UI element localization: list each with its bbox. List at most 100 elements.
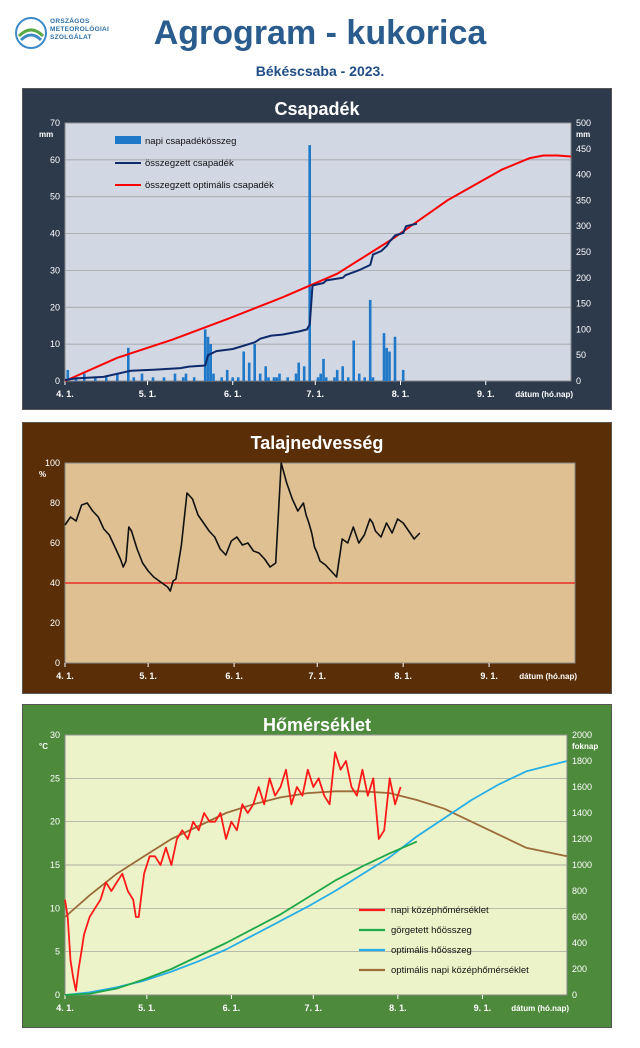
y2-tick-label: 1600 [572, 782, 592, 792]
y2-tick-label: 400 [572, 938, 587, 948]
y2-tick-label: 1800 [572, 756, 592, 766]
y2-tick-label: 1200 [572, 834, 592, 844]
y-tick-label: 20 [50, 302, 60, 312]
temperature-chart: Hőmérséklet 4. 1. 5. 1. 6. 1. 7. 1. 8. 1. 9. 1… [23, 705, 611, 1027]
x-tick-label: 8. 1. [392, 389, 410, 399]
precip-bar [140, 373, 144, 381]
y-tick-label: 20 [50, 618, 60, 628]
y-axis-unit: % [39, 470, 46, 479]
x-tick-label: 6. 1. [224, 389, 242, 399]
y-tick-label: 80 [50, 498, 60, 508]
chart-title: Csapadék [274, 99, 360, 119]
logo-line-1: ORSZÁGOS [50, 18, 90, 25]
precip-bar [335, 369, 339, 381]
soil-moisture-line [64, 462, 421, 592]
x-tick-label: 7. 1. [308, 671, 326, 681]
precip-bar [94, 377, 97, 381]
x-tick-label: 8. 1. [394, 671, 412, 681]
precip-bar [275, 377, 278, 381]
y2-tick-label: 600 [572, 912, 587, 922]
y-tick-label: 40 [50, 229, 60, 239]
x-tick-label: 9. 1. [480, 671, 498, 681]
precip-bar [242, 351, 245, 381]
precip-bar [264, 366, 267, 381]
x-tick-label: 7. 1. [305, 1003, 323, 1013]
chart-title: Talajnedvesség [251, 433, 384, 453]
x-tick-label: 5. 1. [139, 389, 157, 399]
y2-tick-label: 0 [576, 376, 581, 386]
y2-tick-label: 300 [576, 221, 591, 231]
x-tick-label: 4. 1. [56, 389, 74, 399]
precip-bar [66, 369, 70, 381]
precip-bar [173, 373, 177, 381]
y2-tick-label: 800 [572, 886, 587, 896]
plot-area [64, 122, 572, 382]
legend-swatch [115, 136, 141, 144]
y-tick-label: 0 [55, 990, 60, 1000]
rolling-heat-sum-line [64, 840, 418, 996]
precip-bar [192, 377, 196, 381]
legend-label: napi csapadékösszeg [145, 136, 236, 147]
logo-line-3: SZOLGÁLAT [50, 34, 92, 41]
chart-title: Hőmérséklet [263, 715, 371, 735]
y2-tick-label: 500 [576, 118, 591, 128]
y-tick-label: 70 [50, 118, 60, 128]
y-tick-label: 0 [55, 658, 60, 668]
plot-area [64, 462, 576, 664]
y-tick-label: 30 [50, 730, 60, 740]
precip-bar [388, 351, 391, 381]
logo-line-2: METEOROLÓGIAI [50, 26, 110, 33]
precip-bar [127, 347, 130, 381]
y-tick-label: 20 [50, 817, 60, 827]
precip-bar [225, 369, 229, 381]
precip-bar [324, 377, 328, 381]
page-subtitle: Békéscsaba - 2023. [255, 63, 385, 79]
precip-bar [231, 377, 234, 381]
precip-bar [363, 377, 366, 381]
y2-tick-label: 2000 [572, 730, 592, 740]
x-tick-label: 5. 1. [138, 1003, 156, 1013]
precip-bar [385, 347, 388, 381]
soil-moisture-panel: Talajnedvesség 4. 1. 5. 1. 6. 1. 7. 1. 8. 1. 9… [22, 422, 612, 694]
x-tick-label: 4. 1. [56, 671, 74, 681]
y-tick-label: 60 [50, 155, 60, 165]
precipitation-chart: Csapadék 4. 1. 5. 1. 6. 1. 7. 1. 8. 1. 9. 1. dá… [23, 89, 611, 409]
y2-tick-label: 250 [576, 247, 591, 257]
y2-tick-label: 200 [572, 964, 587, 974]
precip-bar [203, 329, 207, 381]
precip-bar [319, 373, 322, 381]
y2-tick-label: 350 [576, 195, 591, 205]
y-tick-label: 5 [55, 947, 60, 957]
y-tick-label: 40 [50, 578, 60, 588]
precip-bar [132, 377, 136, 381]
y-tick-label: 100 [45, 458, 60, 468]
x-tick-label: 7. 1. [306, 389, 324, 399]
precip-bar [236, 377, 240, 381]
x-tick-label: 4. 1. [56, 1003, 74, 1013]
precip-bar [322, 358, 325, 381]
y-tick-label: 10 [50, 903, 60, 913]
precip-bar [278, 373, 281, 381]
y-axis-unit: °C [39, 742, 48, 751]
precip-bar [258, 373, 262, 381]
precip-bar [209, 344, 212, 381]
cumulative-precip-line [64, 222, 418, 381]
precip-bar [267, 377, 270, 381]
logo-mark-icon [15, 17, 47, 49]
precip-bar [346, 377, 350, 381]
y2-tick-label: 200 [576, 273, 591, 283]
y-tick-label: 25 [50, 773, 60, 783]
precip-bar [333, 377, 336, 381]
y2-tick-label: 0 [572, 990, 577, 1000]
x-axis-label: dátum (hó.nap) [519, 672, 577, 681]
y-tick-label: 10 [50, 339, 60, 349]
precip-bar [105, 377, 108, 381]
y2-tick-label: 400 [576, 170, 591, 180]
x-tick-label: 9. 1. [477, 389, 495, 399]
x-tick-label: 5. 1. [139, 671, 157, 681]
precip-bar [116, 373, 119, 381]
y-axis-unit: mm [39, 130, 53, 139]
precip-bar [286, 377, 289, 381]
precip-bar [181, 377, 185, 381]
legend-label: összegzett optimális csapadék [145, 180, 274, 191]
